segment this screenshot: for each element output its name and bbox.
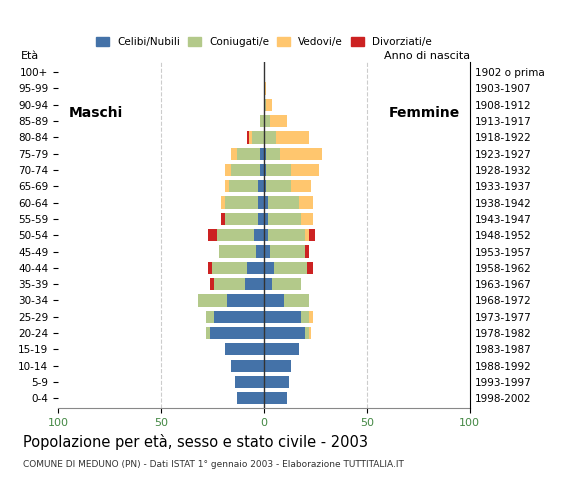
Bar — [264, 147, 266, 160]
Bar — [227, 294, 264, 307]
Bar — [256, 245, 264, 258]
Bar — [264, 376, 289, 388]
Bar — [301, 311, 309, 323]
Bar — [258, 196, 264, 209]
Bar — [211, 278, 215, 290]
Bar — [264, 196, 268, 209]
Bar — [309, 311, 313, 323]
Bar — [270, 115, 287, 127]
Bar — [231, 147, 237, 160]
Bar — [264, 294, 284, 307]
Bar — [249, 131, 252, 144]
Bar — [264, 213, 268, 225]
Bar — [208, 262, 212, 274]
Bar — [212, 262, 248, 274]
Bar — [225, 213, 258, 225]
Bar — [264, 278, 272, 290]
Bar — [248, 262, 264, 274]
Bar — [219, 245, 256, 258]
Bar — [299, 196, 313, 209]
Bar — [264, 343, 299, 355]
Bar — [211, 327, 264, 339]
Bar — [280, 147, 321, 160]
Bar — [264, 115, 270, 127]
Bar — [231, 360, 264, 372]
Bar — [206, 327, 211, 339]
Text: Anno di nascita: Anno di nascita — [384, 51, 470, 60]
Bar — [264, 360, 291, 372]
Bar — [245, 278, 264, 290]
Bar — [268, 229, 305, 241]
Bar — [252, 131, 264, 144]
Bar — [237, 392, 264, 404]
Legend: Celibi/Nubili, Coniugati/e, Vedovi/e, Divorziati/e: Celibi/Nubili, Coniugati/e, Vedovi/e, Di… — [92, 33, 436, 51]
Bar — [309, 327, 311, 339]
Bar — [260, 115, 264, 127]
Bar — [220, 196, 225, 209]
Bar — [231, 164, 260, 176]
Text: Popolazione per età, sesso e stato civile - 2003: Popolazione per età, sesso e stato civil… — [23, 434, 368, 450]
Bar — [266, 147, 280, 160]
Bar — [305, 245, 309, 258]
Bar — [225, 164, 231, 176]
Bar — [258, 180, 264, 192]
Bar — [225, 196, 258, 209]
Bar — [264, 131, 276, 144]
Bar — [291, 164, 320, 176]
Bar — [258, 213, 264, 225]
Bar — [309, 229, 316, 241]
Bar — [266, 180, 291, 192]
Bar — [260, 147, 264, 160]
Text: Età: Età — [21, 51, 39, 60]
Bar — [264, 392, 287, 404]
Bar — [198, 294, 227, 307]
Text: Maschi: Maschi — [68, 106, 122, 120]
Bar — [264, 99, 266, 111]
Text: COMUNE DI MEDUNO (PN) - Dati ISTAT 1° gennaio 2003 - Elaborazione TUTTITALIA.IT: COMUNE DI MEDUNO (PN) - Dati ISTAT 1° ge… — [23, 460, 404, 469]
Bar — [215, 311, 264, 323]
Bar — [264, 83, 266, 95]
Bar — [276, 131, 309, 144]
Bar — [225, 343, 264, 355]
Text: Femmine: Femmine — [388, 106, 459, 120]
Bar — [264, 311, 301, 323]
Bar — [216, 229, 253, 241]
Bar — [225, 180, 229, 192]
Bar — [266, 99, 272, 111]
Bar — [208, 229, 216, 241]
Bar — [253, 229, 264, 241]
Bar — [291, 180, 311, 192]
Bar — [206, 311, 215, 323]
Bar — [264, 180, 266, 192]
Bar — [305, 327, 309, 339]
Bar — [268, 213, 301, 225]
Bar — [270, 245, 305, 258]
Bar — [272, 278, 301, 290]
Bar — [220, 213, 225, 225]
Bar — [248, 131, 249, 144]
Bar — [260, 164, 264, 176]
Bar — [301, 213, 313, 225]
Bar — [237, 147, 260, 160]
Bar — [307, 262, 313, 274]
Bar — [268, 196, 299, 209]
Bar — [229, 180, 258, 192]
Bar — [215, 278, 245, 290]
Bar — [264, 262, 274, 274]
Bar — [264, 327, 305, 339]
Bar — [274, 262, 307, 274]
Bar — [264, 164, 266, 176]
Bar — [284, 294, 309, 307]
Bar — [266, 164, 291, 176]
Bar — [235, 376, 264, 388]
Bar — [264, 245, 270, 258]
Bar — [264, 229, 268, 241]
Bar — [305, 229, 309, 241]
